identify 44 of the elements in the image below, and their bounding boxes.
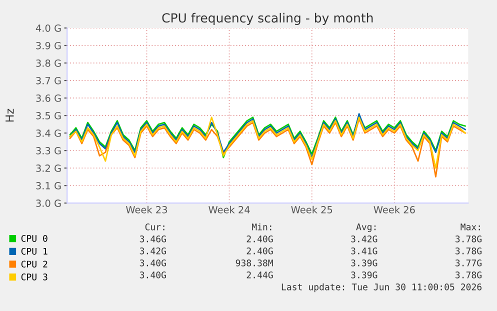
- y-tick-label: 3.8 G: [36, 59, 61, 67]
- text: 938.38M: [236, 260, 273, 266]
- text: 3.42G: [351, 236, 378, 242]
- text: 3.40G: [140, 272, 166, 278]
- text: Avg:: [356, 224, 376, 232]
- y-tick-label: 3.6 G: [36, 94, 61, 102]
- text: Min:: [252, 223, 272, 230]
- text: 3.78G: [456, 248, 482, 254]
- text: 3.39G: [351, 272, 378, 278]
- y-tick-label: 4.0 G: [36, 24, 61, 32]
- text: 2.44G: [246, 272, 273, 278]
- text: 2.40G: [246, 248, 273, 254]
- text: 3.77G: [456, 260, 482, 266]
- text: 2.40G: [246, 236, 273, 242]
- line-series: [69, 116, 466, 169]
- y-tick-label: 3.5 G: [36, 112, 61, 120]
- x-tick-label: Week 23: [126, 206, 167, 214]
- y-tick-label: 3.0 G: [36, 200, 61, 207]
- text: 3.42G: [140, 248, 166, 254]
- y-tick-label: 3.3 G: [36, 147, 61, 154]
- x-tick-label: Week 24: [208, 206, 250, 214]
- legend-label: CPU 3: [21, 274, 48, 280]
- y-tick-label: 3.4 G: [36, 130, 61, 137]
- y-axis-title: Hz: [6, 108, 14, 122]
- x-tick-label: Week 25: [291, 206, 332, 214]
- text: 3.41G: [351, 248, 378, 254]
- legend-label: CPU 1: [21, 248, 48, 255]
- y-tick-label: 3.9 G: [36, 42, 61, 50]
- text: Max:: [460, 224, 480, 230]
- text: Cur:: [145, 224, 164, 230]
- legend-label: CPU 2: [21, 260, 48, 268]
- text: 3.46G: [140, 236, 166, 242]
- x-tick-label: Week 26: [374, 206, 415, 214]
- text: 3.78G: [456, 236, 482, 242]
- legend-label: CPU 0: [21, 235, 48, 242]
- text: 3.40G: [140, 260, 166, 266]
- y-tick-label: 3.1 G: [36, 182, 61, 190]
- text: 3.39G: [351, 260, 378, 266]
- chart-title: CPU frequency scaling - by month: [162, 12, 373, 26]
- text: 3.78G: [456, 272, 482, 278]
- text: Last update: Tue Jun 30 11:00:05 2026: [282, 283, 482, 292]
- y-tick-label: 3.7 G: [36, 76, 61, 84]
- y-tick-label: 3.2 G: [36, 164, 61, 172]
- line-series: [69, 118, 466, 178]
